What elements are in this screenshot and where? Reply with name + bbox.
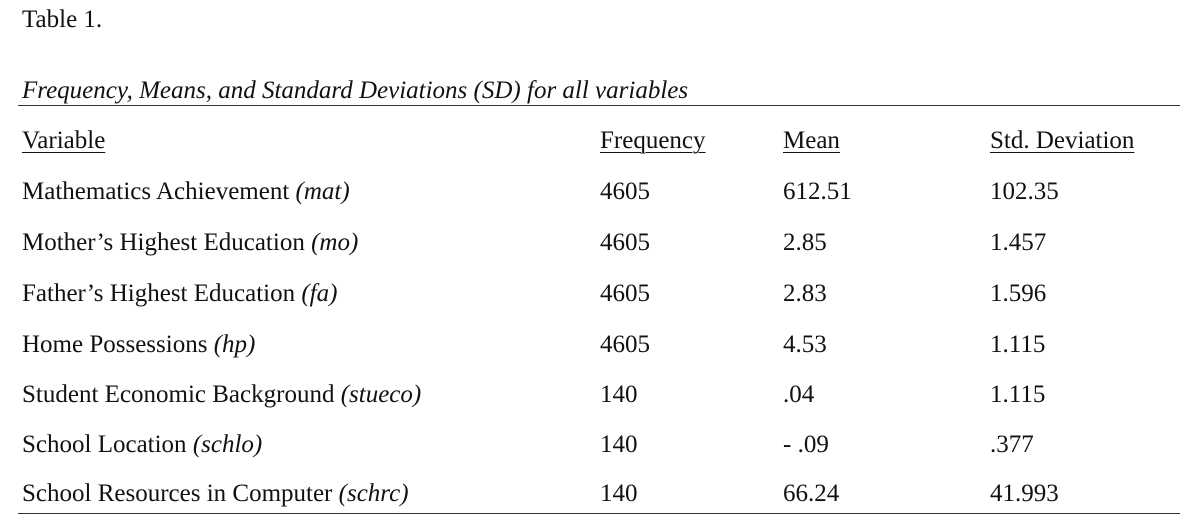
table-row: Mathematics Achievement (mat) 4605 612.5… <box>0 176 1196 226</box>
table-row: Student Economic Background (stueco) 140… <box>0 379 1196 429</box>
table-caption: Frequency, Means, and Standard Deviation… <box>22 77 689 104</box>
sd-cell: .377 <box>990 431 1034 458</box>
table-row: Mother’s Highest Education (mo) 4605 2.8… <box>0 227 1196 277</box>
table-row: School Resources in Computer (schrc) 140… <box>0 478 1196 528</box>
frequency-cell: 140 <box>600 431 638 458</box>
top-rule <box>18 105 1180 106</box>
sd-cell: 1.115 <box>990 331 1046 358</box>
header-frequency: Frequency <box>600 127 706 154</box>
variable-abbreviation: (hp) <box>213 331 256 358</box>
header-std-deviation: Std. Deviation <box>990 127 1135 154</box>
variable-cell: School Location (schlo) <box>22 429 262 461</box>
variable-cell: Student Economic Background (stueco) <box>22 379 421 411</box>
mean-cell: 2.85 <box>783 229 827 256</box>
variable-name: School Resources in Computer <box>22 480 333 507</box>
mean-cell: - .09 <box>783 431 829 458</box>
variable-cell: Mother’s Highest Education (mo) <box>22 227 358 259</box>
mean-cell: .04 <box>783 381 815 408</box>
mean-cell: 2.83 <box>783 280 827 307</box>
variable-cell: Home Possessions (hp) <box>22 329 255 361</box>
variable-name: Father’s Highest Education <box>22 280 296 307</box>
table-row: Home Possessions (hp) 4605 4.53 1.115 <box>0 329 1196 379</box>
frequency-cell: 140 <box>600 480 638 507</box>
frequency-cell: 4605 <box>600 331 650 358</box>
table-row: Father’s Highest Education (fa) 4605 2.8… <box>0 278 1196 328</box>
bottom-rule <box>18 513 1180 514</box>
variable-abbreviation: (mat) <box>295 178 350 205</box>
sd-cell: 1.596 <box>990 280 1047 307</box>
variable-name: Home Possessions <box>22 331 208 358</box>
frequency-cell: 4605 <box>600 280 650 307</box>
header-mean: Mean <box>783 127 840 154</box>
sd-cell: 1.115 <box>990 381 1046 408</box>
sd-cell: 1.457 <box>990 229 1047 256</box>
variable-name: Mother’s Highest Education <box>22 229 305 256</box>
mean-cell: 4.53 <box>783 331 827 358</box>
header-variable: Variable <box>22 127 106 154</box>
variable-abbreviation: (schlo) <box>192 431 263 458</box>
variable-cell: Mathematics Achievement (mat) <box>22 176 350 208</box>
frequency-cell: 4605 <box>600 229 650 256</box>
sd-cell: 41.993 <box>990 480 1059 507</box>
frequency-cell: 4605 <box>600 178 650 205</box>
variable-name: Student Economic Background <box>22 381 335 408</box>
variable-cell: Father’s Highest Education (fa) <box>22 278 337 310</box>
sd-cell: 102.35 <box>990 178 1059 205</box>
table-row: School Location (schlo) 140 - .09 .377 <box>0 429 1196 479</box>
frequency-cell: 140 <box>600 381 638 408</box>
table-header-row: Variable Frequency Mean Std. Deviation <box>0 125 1196 175</box>
variable-cell: School Resources in Computer (schrc) <box>22 478 409 510</box>
table-label: Table 1. <box>22 6 103 33</box>
variable-abbreviation: (mo) <box>311 229 359 256</box>
variable-abbreviation: (fa) <box>301 280 338 307</box>
variable-abbreviation: (schrc) <box>338 480 409 507</box>
variable-name: School Location <box>22 431 187 458</box>
mean-cell: 66.24 <box>783 480 840 507</box>
mean-cell: 612.51 <box>783 178 852 205</box>
variable-abbreviation: (stueco) <box>340 381 422 408</box>
variable-name: Mathematics Achievement <box>22 178 290 205</box>
